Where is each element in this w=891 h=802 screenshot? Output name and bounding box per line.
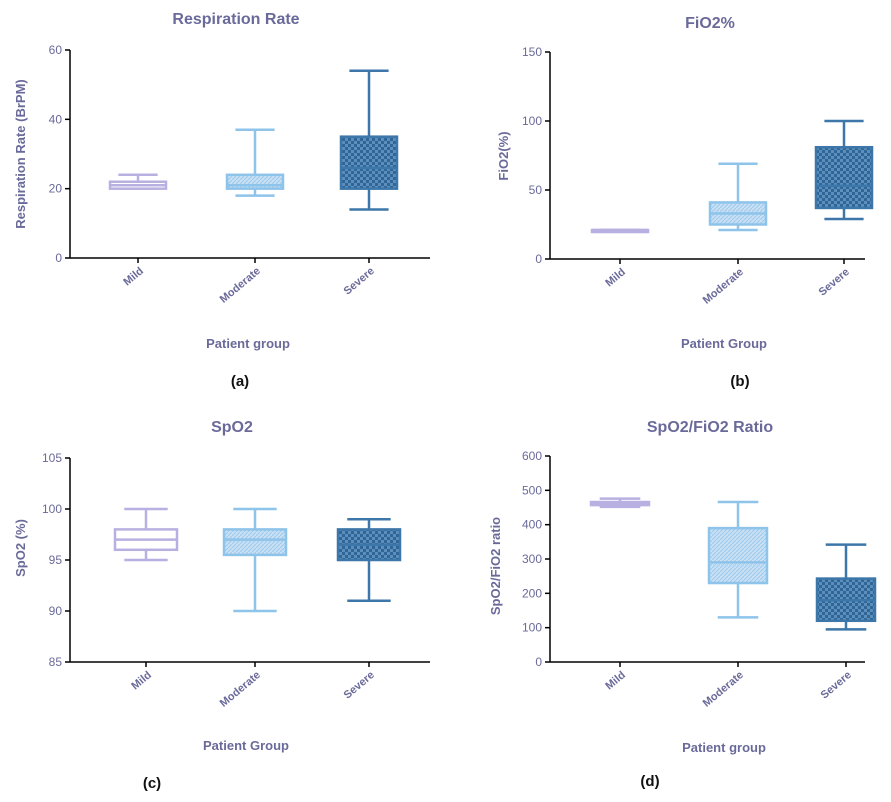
x-tick-label: Mild	[129, 669, 154, 692]
x-tick-label: Severe	[819, 669, 854, 701]
plot-area: 0 20 40 60 Mild Moderate Severe	[49, 43, 430, 306]
x-tick-label: Severe	[342, 669, 377, 701]
y-tick-label: 60	[49, 43, 63, 57]
y-tick-label: 85	[49, 655, 63, 669]
box-moderate	[225, 128, 285, 197]
y-tick-label: 400	[522, 518, 542, 532]
x-tick-label: Severe	[342, 265, 377, 297]
panel-b: FiO2% FiO2(%) Patient Group (b) 0 50 100 15…	[496, 15, 874, 390]
plot-area: 0 50 100 150 Mild Moderate Severe	[522, 45, 874, 307]
panel-a: Respiration Rate Respiration Rate (BrPM)…	[13, 11, 430, 390]
x-tick-label: Mild	[603, 669, 628, 692]
y-axis-title: FiO2(%)	[496, 131, 511, 180]
y-tick-label: 200	[522, 586, 542, 600]
iqr-box	[222, 528, 288, 557]
y-tick-label: 95	[49, 553, 63, 567]
y-tick-label: 50	[529, 183, 543, 197]
y-tick-label: 0	[535, 655, 542, 669]
x-tick-label: Moderate	[218, 669, 263, 710]
y-tick-label: 0	[55, 251, 62, 265]
y-axis-title: Respiration Rate (BrPM)	[13, 79, 28, 229]
y-tick-label: 0	[535, 252, 542, 266]
panel-title: SpO2	[211, 419, 253, 436]
x-axis-title: Patient group	[682, 740, 766, 755]
x-axis-title: Patient Group	[203, 738, 289, 753]
x-tick-label: Severe	[817, 266, 852, 298]
iqr-box	[707, 526, 769, 585]
y-tick-label: 100	[522, 114, 542, 128]
y-tick-label: 500	[522, 483, 542, 497]
iqr-box	[339, 135, 399, 190]
box-moderate	[707, 500, 769, 619]
iqr-box	[814, 145, 874, 210]
box-mild	[113, 507, 179, 562]
y-tick-label: 40	[49, 112, 63, 126]
panel-letter: (c)	[143, 775, 161, 792]
x-tick-label: Moderate	[701, 266, 746, 307]
y-tick-label: 100	[42, 502, 62, 516]
panel-letter: (a)	[231, 373, 249, 390]
y-tick-label: 150	[522, 45, 542, 59]
box-moderate	[708, 162, 768, 232]
x-tick-label: Mild	[121, 265, 146, 288]
y-tick-label: 90	[49, 604, 63, 618]
y-tick-label: 105	[42, 451, 62, 465]
plot-area: 0 100 200 300 400 500 600 Mild Moderate Severe	[522, 449, 877, 710]
x-tick-label: Moderate	[701, 669, 746, 710]
panel-d: SpO2/FiO2 Ratio SpO2/FiO2 ratio Patient …	[488, 419, 877, 790]
y-tick-label: 600	[522, 449, 542, 463]
x-tick-label: Moderate	[218, 265, 263, 306]
iqr-box	[225, 173, 285, 190]
box-mild	[590, 228, 650, 234]
x-axis-title: Patient group	[206, 336, 290, 351]
box-severe	[814, 119, 874, 221]
box-severe	[336, 517, 402, 603]
y-tick-label: 100	[522, 621, 542, 635]
y-tick-label: 20	[49, 182, 63, 196]
panel-letter: (d)	[640, 773, 659, 790]
panel-letter: (b)	[730, 373, 749, 390]
x-tick-label: Mild	[603, 266, 628, 289]
panel-title: Respiration Rate	[172, 11, 299, 28]
y-axis-title: SpO2/FiO2 ratio	[488, 517, 503, 615]
box-mild	[108, 173, 168, 190]
box-severe	[339, 69, 399, 211]
plot-area: 85 90 95 100 105 Mild Moderate Severe	[42, 451, 430, 710]
box-mild	[589, 497, 651, 509]
x-axis-title: Patient Group	[681, 336, 767, 351]
panel-c: SpO2 SpO2 (%) Patient Group (c) 85 90 95 10…	[13, 419, 430, 792]
panel-title: SpO2/FiO2 Ratio	[647, 419, 773, 436]
box-severe	[815, 543, 877, 631]
y-tick-label: 300	[522, 552, 542, 566]
box-moderate	[222, 507, 288, 613]
panel-title: FiO2%	[685, 15, 735, 32]
y-axis-title: SpO2 (%)	[13, 519, 28, 577]
